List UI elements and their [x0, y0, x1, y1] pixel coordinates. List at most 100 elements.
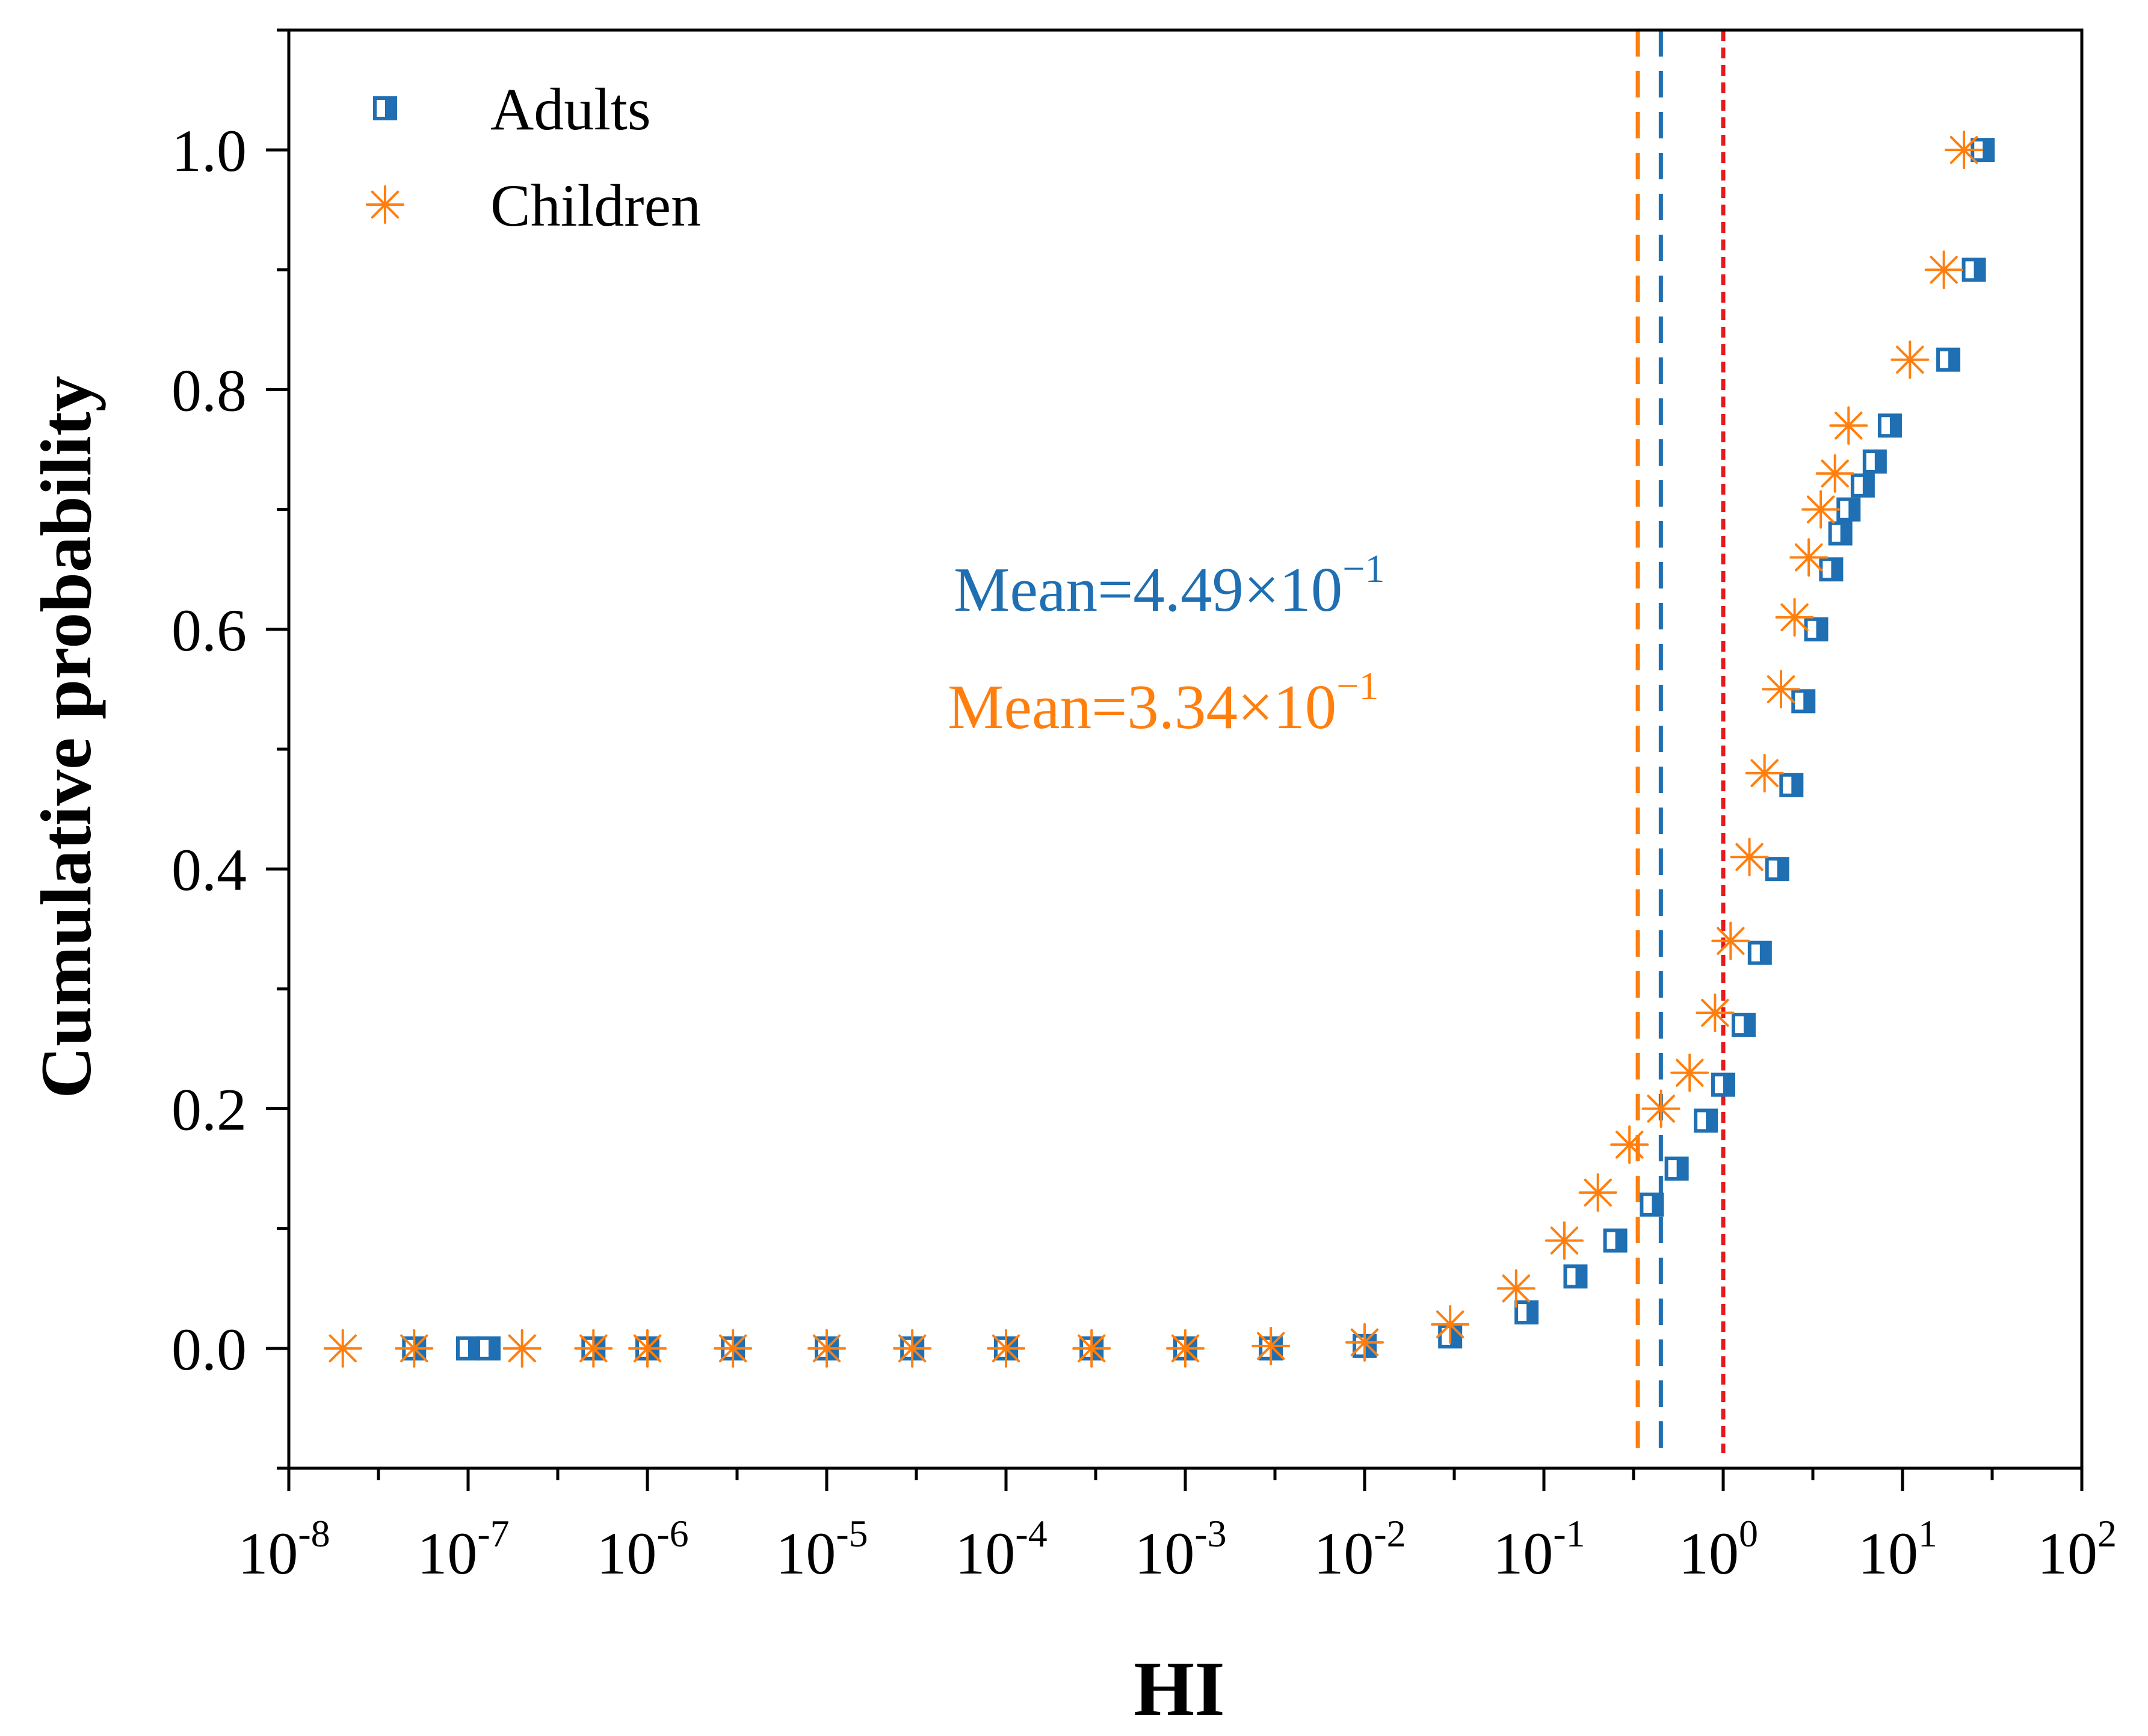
marker-fill	[1723, 1074, 1733, 1095]
data-point	[807, 1329, 846, 1368]
y-tick-label: 1.0	[171, 117, 247, 184]
marker-stroke	[1717, 927, 1745, 955]
marker-fill	[1652, 1194, 1662, 1215]
data-point	[1789, 538, 1829, 577]
x-tick-label: 102	[2037, 1512, 2117, 1587]
marker-stroke	[1647, 1095, 1675, 1123]
data-point	[1545, 1221, 1584, 1260]
x-tick-base: 10	[417, 1520, 477, 1587]
marker-stroke	[1502, 1274, 1531, 1303]
y-tick-label: 0.2	[171, 1077, 247, 1143]
marker-fill	[1816, 619, 1827, 640]
x-tick-base: 10	[1493, 1520, 1553, 1587]
marker-stroke	[1701, 998, 1729, 1027]
data-point	[1801, 490, 1841, 529]
data-point	[476, 1336, 501, 1361]
marker-stroke	[579, 1334, 608, 1363]
marker-stroke	[1767, 675, 1795, 703]
x-tick-label: 10-8	[238, 1512, 330, 1587]
marker-fill	[1840, 523, 1851, 544]
data-point	[1696, 993, 1735, 1033]
x-tick-base: 10	[596, 1520, 656, 1587]
marker-fill	[1791, 774, 1802, 795]
marker-fill	[1974, 259, 1984, 280]
legend-marker	[373, 96, 397, 120]
marker-stroke	[1350, 1328, 1379, 1357]
x-tick-label: 101	[1858, 1512, 1937, 1587]
marker-stroke	[1780, 603, 1809, 632]
marker-stroke	[1735, 843, 1764, 871]
x-tick-exponent: 1	[1918, 1512, 1937, 1555]
marker-fill	[1706, 1110, 1717, 1131]
data-point	[628, 1329, 667, 1368]
data-point	[1641, 1089, 1680, 1128]
data-point	[1711, 1072, 1735, 1097]
y-tick-label: 0.0	[171, 1316, 247, 1383]
data-point	[1514, 1300, 1539, 1325]
marker-fill	[1831, 559, 1842, 580]
data-point	[1945, 131, 1984, 170]
data-point	[1936, 347, 1961, 372]
data-point	[893, 1329, 932, 1368]
y-tick-label: 0.8	[171, 357, 247, 424]
data-point	[395, 1329, 434, 1368]
legend-label: Children	[490, 172, 701, 239]
x-tick-exponent: -3	[1194, 1512, 1226, 1555]
data-point	[1747, 941, 1772, 965]
data-point	[1877, 413, 1902, 438]
marker-fill	[1676, 1158, 1687, 1179]
legend-item-children: Children	[366, 172, 701, 239]
x-tick-label: 10-4	[955, 1512, 1047, 1587]
data-point	[1166, 1329, 1205, 1368]
x-tick-label: 10-5	[776, 1512, 868, 1587]
marker-stroke	[812, 1334, 841, 1363]
marker-stroke	[1615, 1131, 1644, 1159]
marker-fill	[1983, 140, 1993, 161]
marker-stroke	[1256, 1332, 1285, 1361]
x-tick-base: 10	[1134, 1520, 1194, 1587]
x-tick-base: 10	[776, 1520, 836, 1587]
data-point	[1603, 1228, 1628, 1253]
x-axis-title: HI	[1134, 1646, 1225, 1732]
x-tick-exponent: -1	[1553, 1512, 1585, 1555]
data-point	[714, 1329, 753, 1368]
marker-stroke	[1821, 459, 1849, 488]
data-point	[1578, 1173, 1617, 1212]
data-point	[1345, 1323, 1384, 1362]
x-tick-exponent: -4	[1015, 1512, 1047, 1555]
x-tick-exponent: -5	[836, 1512, 868, 1555]
x-tick-label: 10-6	[596, 1512, 688, 1587]
legend: Adults Children	[366, 76, 701, 239]
data-point	[1815, 454, 1854, 493]
data-point	[1711, 921, 1750, 960]
data-point	[1804, 617, 1829, 641]
x-tick-exponent: -6	[656, 1512, 688, 1555]
data-point	[1836, 497, 1861, 522]
mean-annotation: Mean=4.49×10−1	[954, 547, 1385, 625]
legend-label: Adults	[490, 76, 651, 143]
data-point	[1961, 258, 1986, 282]
marker-stroke	[1896, 345, 1924, 374]
data-point	[1765, 857, 1789, 882]
marker-fill	[488, 1338, 499, 1359]
data-point	[502, 1329, 542, 1368]
data-point	[323, 1329, 362, 1368]
data-point	[1251, 1326, 1291, 1365]
marker-stroke	[1584, 1178, 1612, 1207]
marker-fill	[1575, 1266, 1586, 1287]
marker-stroke	[1930, 256, 1958, 284]
marker-stroke	[992, 1334, 1020, 1363]
data-point	[1730, 838, 1769, 877]
data-point	[1563, 1264, 1588, 1289]
x-axis: 10-8 10-7 10-6 10-5 10-4 10-3 10-2 10-1 100 101 10…	[238, 1468, 2117, 1587]
marker-stroke	[1806, 495, 1835, 524]
marker-stroke	[633, 1334, 662, 1363]
marker-fill	[385, 98, 395, 119]
data-point	[1745, 753, 1784, 792]
x-tick-base: 10	[1858, 1520, 1918, 1587]
mean-annotation-exponent: −1	[1336, 664, 1378, 708]
data-point	[1072, 1329, 1111, 1368]
